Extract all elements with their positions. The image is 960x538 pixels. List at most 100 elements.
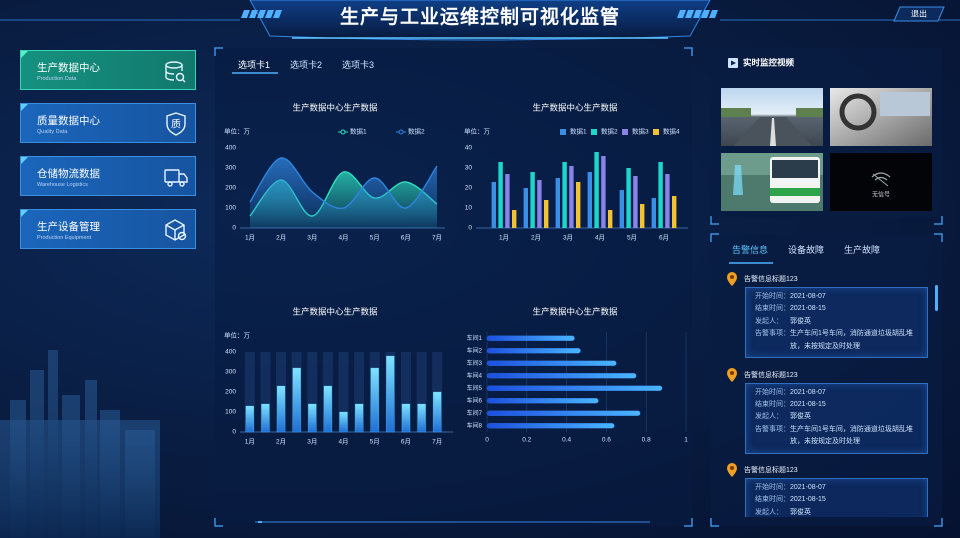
bar [640, 204, 645, 228]
alert-pin [727, 367, 737, 382]
bar [626, 168, 631, 228]
y-tick-label: 车间3 [467, 359, 483, 367]
bar [651, 198, 656, 228]
nav-item[interactable]: 质量数据中心 Quality Data 质 [20, 103, 196, 143]
nav-label: 生产数据中心 [37, 62, 100, 74]
y-tick-label: 300 [225, 165, 236, 172]
y-tick-label: 车间8 [467, 421, 483, 429]
chart-title: 生产数据中心生产数据 [292, 102, 378, 112]
alert-field-label: 发起人： [755, 508, 783, 516]
alert-pin [727, 463, 737, 477]
video-thumb[interactable]: 无信号 [830, 153, 932, 211]
nav-item[interactable]: 生产数据中心 Production Data [20, 50, 196, 90]
bar [486, 360, 617, 366]
alert-field-label: 开始时间： [755, 484, 790, 491]
bar [292, 367, 301, 433]
bar [537, 180, 542, 228]
tab[interactable]: 选项卡1 [238, 60, 271, 70]
chart-separators [224, 118, 686, 458]
y-tick-label: 400 [225, 145, 236, 152]
x-tick-label: 6月 [401, 438, 411, 446]
bar [569, 166, 574, 228]
legend-marker [622, 129, 628, 135]
alert-row: 结束时间： 2021-08-15 [755, 303, 921, 315]
video-thumb[interactable] [721, 88, 823, 146]
x-tick-label: 1 [684, 437, 688, 444]
bar [505, 174, 510, 228]
alert-row: 结束时间： 2021-08-15 [755, 399, 921, 411]
tab[interactable]: 生产故障 [844, 245, 881, 255]
x-tick-label: 0 [485, 437, 489, 444]
bar [308, 403, 317, 433]
bar [401, 403, 411, 433]
nav-icon: 质 [166, 112, 186, 136]
alert-field-value: 2021-08-07 [790, 388, 826, 396]
nav-label: 仓储物流数据 [37, 168, 100, 180]
y-tick-label: 100 [225, 205, 236, 212]
bar [562, 162, 567, 228]
alert-field-label: 发起人： [755, 317, 783, 325]
x-tick-label: 7月 [432, 438, 442, 446]
legend-label: 数据1 [350, 127, 367, 136]
bar [486, 335, 575, 341]
y-tick-label: 车间1 [467, 334, 483, 342]
header: 生产与工业运维控制可视化监管 退出 [0, 0, 960, 41]
alert-field-value: 2021-08-15 [790, 305, 826, 313]
legend-marker [560, 129, 566, 135]
y-tick-label: 20 [465, 185, 473, 192]
y-tick-label: 200 [225, 389, 236, 396]
y-tick-label: 车间7 [467, 409, 483, 417]
city-background [0, 350, 160, 538]
x-tick-label: 5月 [627, 234, 637, 242]
exit-button[interactable] [893, 6, 945, 22]
bar-track [416, 352, 427, 432]
bar-track [354, 352, 365, 432]
video-thumb[interactable] [830, 88, 932, 146]
x-tick-label: 3月 [307, 234, 317, 242]
bar [417, 403, 426, 433]
nav-corner [21, 157, 28, 164]
nav-corner [21, 210, 28, 217]
alert-row: 发起人： 郭俊英 [755, 316, 921, 328]
x-tick-label: 5月 [370, 438, 380, 446]
alert-list: 告警信息标题123 开始时间： 2021-08-07 结束时间： 2021-08-15 发… [722, 268, 932, 517]
unit-label: 单位：万 [464, 127, 491, 136]
x-tick-label: 3月 [307, 438, 317, 446]
bar [594, 152, 599, 228]
alert-title: 告警信息标题123 [744, 467, 798, 474]
y-tick-label: 车间6 [467, 396, 483, 404]
area [250, 157, 437, 228]
y-tick-label: 100 [225, 409, 236, 416]
bar [672, 196, 677, 228]
alert-row: 开始时间： 2021-08-07 [755, 387, 921, 399]
y-tick-label: 200 [225, 185, 236, 192]
bar [658, 162, 663, 228]
exit-label[interactable]: 退出 [911, 9, 927, 19]
alert-row: 结束时间： 2021-08-15 [755, 494, 921, 506]
line [249, 157, 438, 210]
tab[interactable]: 选项卡2 [290, 60, 323, 70]
nav-item[interactable]: 仓储物流数据 Warehouse Logistics [20, 156, 196, 196]
tab[interactable]: 设备故障 [788, 245, 825, 255]
bar [576, 182, 581, 228]
y-tick-label: 400 [225, 349, 236, 356]
nav-sublabel: Production Data [37, 76, 77, 82]
legend-label: 数据1 [570, 127, 587, 136]
tab[interactable]: 告警信息 [732, 245, 769, 255]
nav-label: 质量数据中心 [37, 115, 100, 127]
video-thumb[interactable] [721, 153, 823, 211]
x-tick-label: 0.4 [562, 437, 571, 444]
y-tick-label: 车间2 [467, 346, 483, 354]
tab[interactable]: 选项卡3 [342, 60, 375, 70]
alert-box: 开始时间： 2021-08-07 结束时间： 2021-08-15 发起人： 郭俊英 告警事… [745, 382, 928, 454]
bar [486, 410, 641, 416]
nav-item[interactable]: 生产设备管理 Production Equipment [20, 209, 196, 249]
bar [486, 373, 637, 379]
bar [261, 403, 270, 433]
x-tick-label: 2月 [276, 234, 286, 242]
bar [354, 403, 364, 433]
legend-marker [653, 129, 659, 135]
bar-track [307, 352, 318, 432]
